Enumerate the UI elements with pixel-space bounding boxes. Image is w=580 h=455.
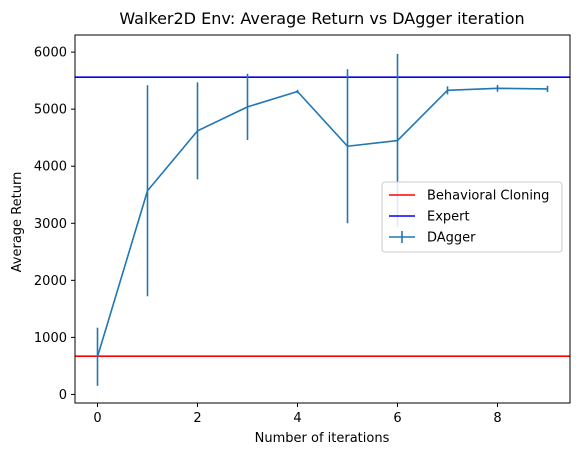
reference-lines <box>75 76 570 358</box>
legend-label: Behavioral Cloning <box>427 189 549 204</box>
legend-label: Expert <box>427 210 470 225</box>
x-tick-label: 0 <box>93 411 101 426</box>
y-tick-label: 2000 <box>34 274 67 289</box>
x-tick-label: 4 <box>293 411 301 426</box>
legend: Behavioral Cloning Expert DAgger <box>381 181 563 253</box>
x-tick-label: 6 <box>393 411 401 426</box>
x-axis-label: Number of iterations <box>255 431 390 446</box>
y-tick-label: 1000 <box>34 331 67 346</box>
legend-box <box>381 181 563 253</box>
plot-frame <box>74 34 571 404</box>
y-tick-label: 6000 <box>34 46 67 61</box>
y-axis-label: Average Return <box>10 172 25 273</box>
chart-title: Walker2D Env: Average Return vs DAgger i… <box>119 9 524 28</box>
y-tick-label: 5000 <box>34 103 67 118</box>
series-line-dagger <box>96 87 548 358</box>
y-tick-label: 3000 <box>34 217 67 232</box>
y-tick-label: 0 <box>59 388 67 403</box>
axis-ticks: 0 2 4 6 8 0 1000 2000 3000 4000 5000 6000 <box>34 46 502 426</box>
legend-label: DAgger <box>427 231 476 246</box>
y-tick-label: 4000 <box>34 160 67 175</box>
x-tick-label: 2 <box>193 411 201 426</box>
x-tick-label: 8 <box>493 411 501 426</box>
